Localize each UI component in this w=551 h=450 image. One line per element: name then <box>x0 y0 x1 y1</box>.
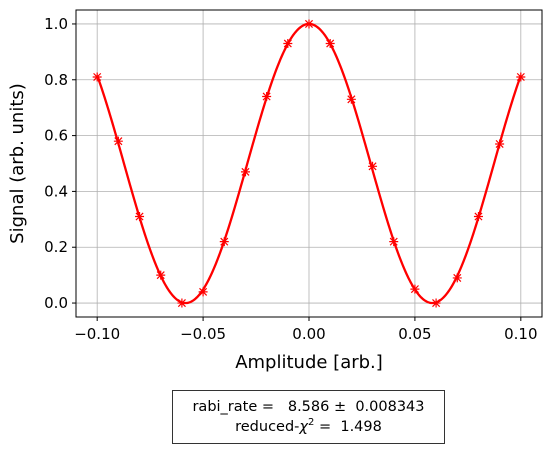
data-point-marker <box>495 139 505 149</box>
data-point <box>389 237 399 247</box>
data-point-marker <box>410 284 420 294</box>
data-point <box>240 167 250 177</box>
data-point <box>219 237 229 247</box>
y-tick-label: 0.4 <box>44 182 68 200</box>
data-point <box>135 212 145 222</box>
fit-chi2-value: = 1.498 <box>314 418 382 435</box>
fit-rabi-rate: rabi_rate = 8.586 ± 0.008343 <box>192 399 425 416</box>
data-point <box>156 270 166 280</box>
data-point <box>368 161 378 171</box>
data-point <box>473 212 483 222</box>
x-ticks: −0.10 −0.05 0.00 0.05 0.10 <box>74 317 538 343</box>
data-point-marker <box>262 92 272 102</box>
data-point-marker <box>346 94 356 104</box>
y-axis-label: Signal (arb. units) <box>7 83 28 244</box>
fit-chi-sup: 2 <box>308 416 315 428</box>
data-point-marker <box>156 270 166 280</box>
x-tick-label: 0.10 <box>504 325 537 343</box>
data-point <box>177 298 187 308</box>
data-point <box>92 72 102 82</box>
data-point <box>516 72 526 82</box>
data-point-marker <box>389 237 399 247</box>
data-point-marker <box>368 161 378 171</box>
x-axis-label: Amplitude [arb.] <box>235 352 383 373</box>
y-ticks: 0.0 0.2 0.4 0.6 0.8 1.0 <box>44 15 76 312</box>
data-point-marker <box>516 72 526 82</box>
data-point <box>325 38 335 48</box>
data-point <box>283 38 293 48</box>
fit-reduced-chi2: reduced-χ2 = 1.498 <box>235 417 382 436</box>
data-point <box>452 273 462 283</box>
fit-chi-symbol: χ <box>299 418 308 435</box>
data-point <box>410 284 420 294</box>
data-point-marker <box>135 212 145 222</box>
data-point <box>304 19 314 29</box>
data-point <box>198 287 208 297</box>
data-point <box>495 139 505 149</box>
data-point-marker <box>431 298 441 308</box>
y-tick-label: 0.6 <box>44 127 68 145</box>
fit-results-box: rabi_rate = 8.586 ± 0.008343 reduced-χ2 … <box>172 390 445 444</box>
x-tick-label: −0.05 <box>180 325 226 343</box>
x-tick-label: −0.10 <box>74 325 120 343</box>
data-point-marker <box>177 298 187 308</box>
data-point <box>262 92 272 102</box>
data-point <box>346 94 356 104</box>
x-tick-label: 0.05 <box>398 325 431 343</box>
data-point-marker <box>452 273 462 283</box>
grid <box>76 10 542 317</box>
y-tick-label: 1.0 <box>44 15 68 33</box>
data-point-marker <box>113 136 123 146</box>
y-tick-label: 0.2 <box>44 238 68 256</box>
x-tick-label: 0.00 <box>292 325 325 343</box>
data-point-marker <box>283 38 293 48</box>
data-point <box>431 298 441 308</box>
data-point-marker <box>304 19 314 29</box>
data-point-marker <box>473 212 483 222</box>
data-point-marker <box>240 167 250 177</box>
data-point-marker <box>325 38 335 48</box>
data-point-marker <box>198 287 208 297</box>
fit-chi2-prefix: reduced- <box>235 418 300 435</box>
data-point <box>113 136 123 146</box>
y-tick-label: 0.8 <box>44 71 68 89</box>
data-point-marker <box>219 237 229 247</box>
data-markers <box>92 19 526 308</box>
y-tick-label: 0.0 <box>44 294 68 312</box>
data-point-marker <box>92 72 102 82</box>
